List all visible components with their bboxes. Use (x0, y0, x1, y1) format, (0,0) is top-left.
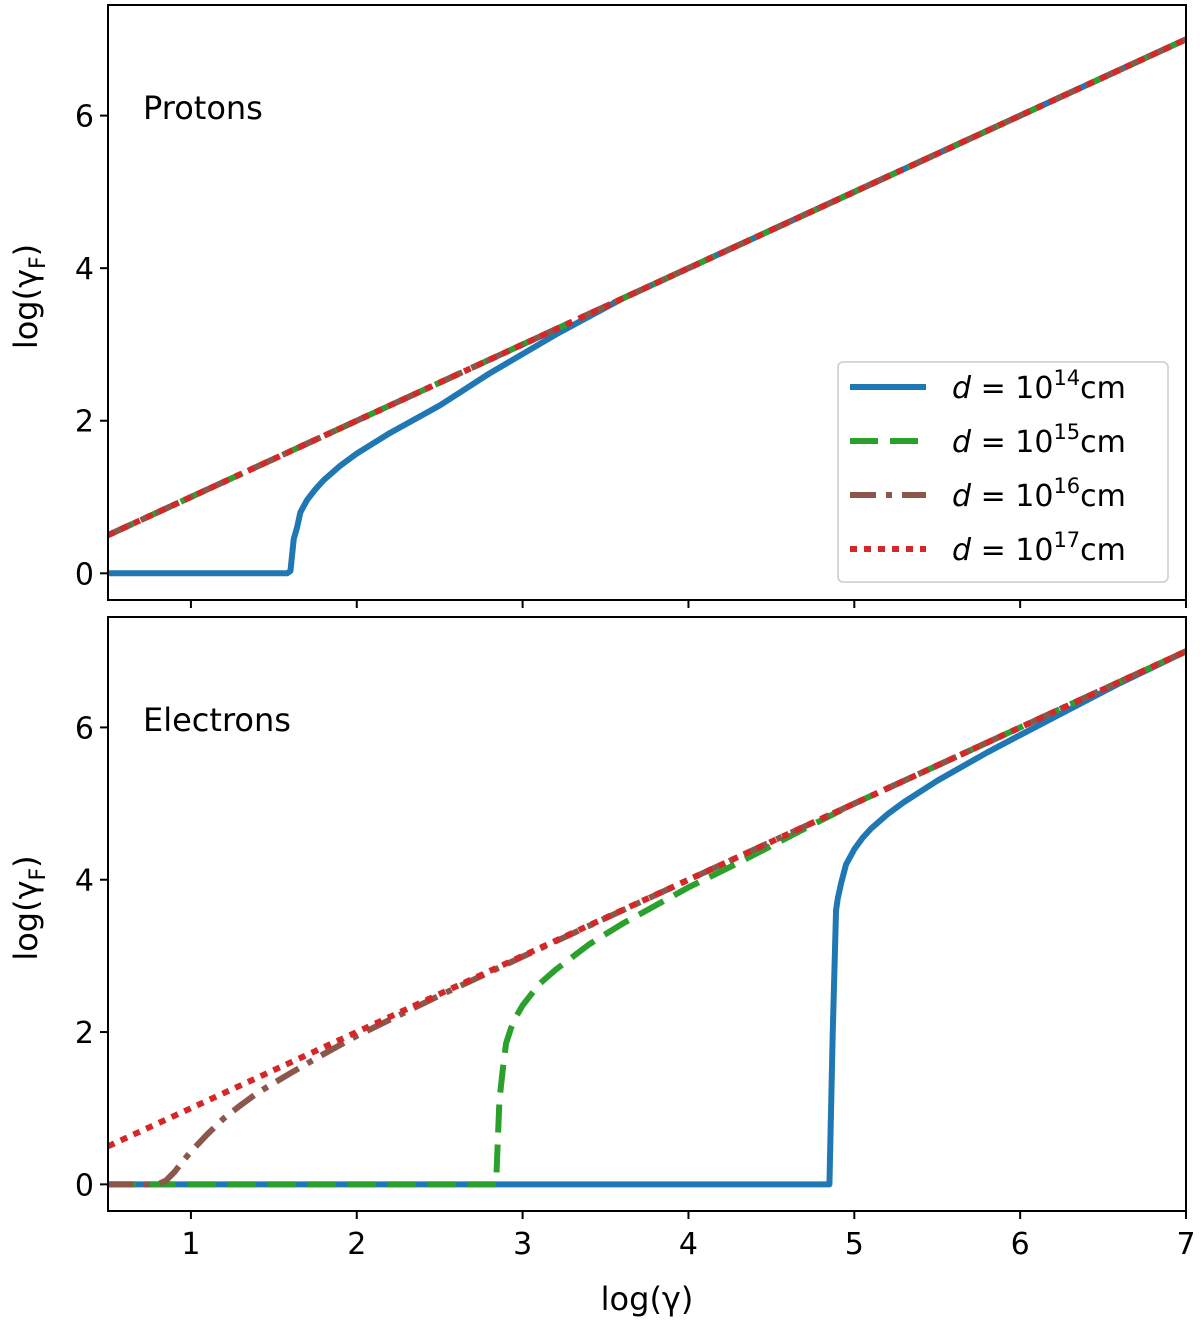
protons-y-tick-label: 6 (75, 100, 94, 135)
electrons-series-line-4 (108, 648, 1186, 1149)
protons-y-axis-label: log(γF) (7, 244, 51, 349)
legend: d = 1014cm d = 1015cm d = 1016cm d = 1017cm (837, 361, 1169, 583)
electrons-ylabel-main: log(γ (7, 880, 45, 960)
electrons-y-tick-label: 4 (75, 864, 94, 899)
electrons-x-tick-label: 5 (845, 1227, 864, 1262)
legend-label-2: d = 1015cm (952, 420, 1126, 460)
x-axis-label: log(γ) (601, 1280, 694, 1318)
protons-panel: 0 2 4 6 Protons log(γF) d = 1014cm d = 1015c… (7, 4, 1187, 608)
electrons-y-ticks: 0 2 4 6 (75, 711, 108, 1203)
protons-ylabel-sub: F (26, 256, 51, 269)
protons-y-tick-label: 4 (75, 252, 94, 287)
protons-panel-label: Protons (143, 89, 263, 127)
legend-label-4: d = 1017cm (952, 528, 1126, 568)
protons-ylabel-close: ) (7, 244, 45, 256)
electrons-panel-label: Electrons (143, 701, 291, 739)
electrons-axes-frame (107, 616, 1187, 1212)
electrons-y-axis-label: log(γF) (7, 855, 51, 960)
protons-series-layer (108, 36, 1186, 577)
electrons-x-tick-label: 7 (1176, 1227, 1195, 1262)
electrons-y-tick-label: 2 (75, 1016, 94, 1051)
electrons-x-tick-label: 4 (679, 1227, 698, 1262)
legend-label-3: d = 1016cm (952, 474, 1126, 514)
electrons-series-layer (108, 648, 1186, 1188)
electrons-series-line-1 (108, 648, 1186, 1188)
legend-box (837, 361, 1169, 583)
protons-y-tick-label: 2 (75, 405, 94, 440)
electrons-ylabel-sub: F (26, 868, 51, 881)
electrons-x-tick-label: 6 (1011, 1227, 1030, 1262)
electrons-x-tick-label: 1 (181, 1227, 200, 1262)
protons-ylabel-main: log(γ (7, 269, 45, 349)
electrons-y-tick-label: 6 (75, 711, 94, 746)
protons-y-tick-label: 0 (75, 557, 94, 592)
electrons-x-ticks: 1 2 3 4 5 6 7 (181, 1211, 1196, 1262)
electrons-x-tick-label: 2 (347, 1227, 366, 1262)
electrons-panel: 1 2 3 4 5 6 7 0 2 4 6 Electrons log(γF) log(γ) (7, 616, 1196, 1318)
electrons-x-tick-label: 3 (513, 1227, 532, 1262)
protons-series-line-4 (108, 36, 1186, 538)
legend-label-1: d = 1014cm (952, 366, 1126, 406)
protons-axes-frame (107, 4, 1187, 601)
electrons-ylabel-close: ) (7, 855, 45, 867)
electrons-y-tick-label: 0 (75, 1168, 94, 1203)
protons-x-ticks (189, 600, 1187, 608)
protons-y-ticks: 0 2 4 6 (75, 100, 108, 592)
